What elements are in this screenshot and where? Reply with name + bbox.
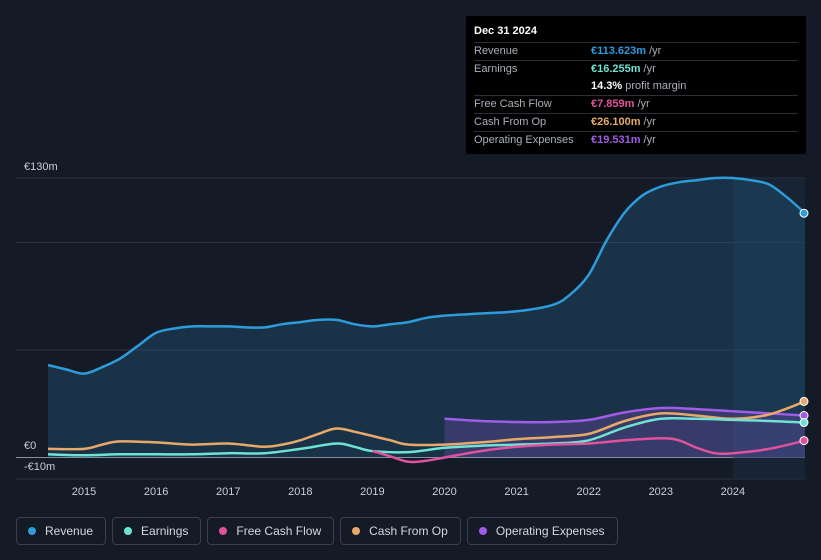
forecast-highlight	[732, 178, 805, 479]
legend-dot-icon	[478, 527, 487, 535]
legend-item-cash-from-op[interactable]: Cash From Op	[340, 517, 461, 545]
legend-label: Free Cash Flow	[236, 524, 322, 538]
tooltip-row-label	[474, 78, 591, 95]
tooltip-row-unit: /yr	[649, 45, 662, 57]
tooltip-row: Revenue €113.623m/yr	[474, 42, 798, 60]
x-tick-label: 2024	[721, 486, 745, 498]
chart-legend: Revenue Earnings Free Cash Flow Cash From O…	[16, 517, 618, 545]
x-tick-label: 2021	[504, 486, 528, 498]
revenue-line	[47, 176, 806, 375]
tooltip-row-value: 14.3%	[591, 80, 623, 92]
tooltip-row-value: €26.100m	[591, 116, 641, 128]
x-tick-label: 2015	[72, 486, 96, 498]
x-tick-label: 2020	[432, 486, 456, 498]
y-axis-top-label: €130m	[24, 161, 58, 173]
tooltip-row: Cash From Op €26.100m/yr	[474, 113, 798, 131]
y-axis-zero-label: €0	[24, 440, 36, 452]
legend-dot-icon	[124, 527, 133, 535]
legend-label: Cash From Op	[369, 524, 448, 538]
grid-lines	[16, 177, 805, 480]
free-cash-flow-line	[372, 436, 806, 464]
tooltip-row: Free Cash Flow €7.859m/yr	[474, 95, 798, 113]
tooltip-row-unit: /yr	[643, 134, 656, 146]
tooltip-row-value: €19.531m	[591, 134, 641, 146]
tooltip-row: 14.3% profit margin	[474, 78, 798, 95]
legend-item-revenue[interactable]: Revenue	[16, 517, 107, 545]
legend-item-earnings[interactable]: Earnings	[112, 517, 202, 545]
revenue-area	[48, 177, 805, 458]
operating-expenses-line	[444, 406, 806, 424]
tooltip-row-value: €7.859m	[591, 98, 635, 110]
highlight-region	[732, 178, 805, 479]
tooltip-row-unit: /yr	[643, 116, 656, 128]
series-lines	[47, 176, 806, 464]
earnings-line	[47, 416, 806, 457]
tooltip-row-unit: /yr	[637, 98, 650, 110]
x-axis-ticks: 2015 2016 2017 2018 2019 2020 2021 2022 2023 2024	[72, 486, 745, 498]
x-tick-label: 2023	[649, 486, 673, 498]
tooltip-row-unit: /yr	[643, 63, 656, 75]
earnings-end-point	[799, 418, 809, 428]
x-tick-label: 2018	[288, 486, 312, 498]
cash-from-op-line	[47, 400, 806, 451]
tooltip-row-label: Operating Expenses	[474, 134, 574, 146]
revenue-end-point	[799, 208, 809, 218]
tooltip-row-unit: profit margin	[625, 80, 687, 92]
legend-item-free-cash-flow[interactable]: Free Cash Flow	[207, 517, 335, 545]
tooltip-row: Operating Expenses €19.531m/yr	[474, 131, 798, 149]
x-tick-label: 2022	[576, 486, 600, 498]
x-tick-label: 2017	[216, 486, 240, 498]
series-endpoints	[799, 208, 809, 446]
x-tick-label: 2019	[360, 486, 384, 498]
tooltip-rows: Revenue €113.623m/yr Earnings €16.255m/yr 14…	[474, 42, 798, 149]
tooltip-row-value: €16.255m	[591, 63, 641, 75]
legend-dot-icon	[28, 527, 36, 535]
tooltip-row: Earnings €16.255m/yr	[474, 60, 798, 78]
legend-dot-icon	[352, 527, 361, 535]
tooltip-row-label: Free Cash Flow	[474, 98, 552, 110]
tooltip-row-label: Revenue	[474, 45, 519, 57]
tooltip-row-label: Cash From Op	[474, 116, 547, 128]
free-cash-flow-end-point	[799, 436, 809, 446]
legend-dot-icon	[219, 527, 228, 535]
legend-label: Earnings	[141, 524, 189, 538]
tooltip-row-label: Earnings	[474, 63, 518, 75]
data-tooltip: Dec 31 2024 Revenue €113.623m/yr Earnings €…	[466, 16, 806, 154]
legend-label: Revenue	[45, 524, 94, 538]
legend-item-operating-expenses[interactable]: Operating Expenses	[466, 517, 618, 545]
cash-from-op-end-point	[799, 396, 809, 406]
tooltip-row-value: €113.623m	[591, 45, 647, 57]
y-axis-bottom-label: -€10m	[24, 461, 55, 473]
legend-label: Operating Expenses	[495, 524, 605, 538]
x-tick-label: 2016	[144, 486, 168, 498]
tooltip-date: Dec 31 2024	[474, 25, 537, 37]
